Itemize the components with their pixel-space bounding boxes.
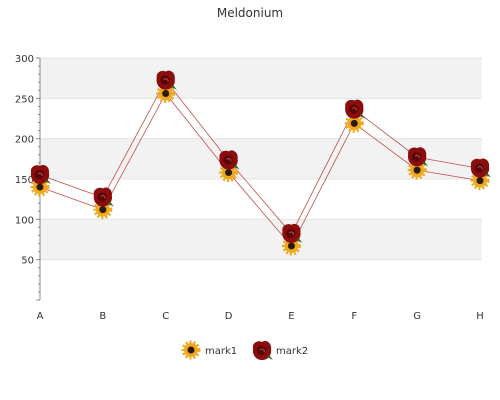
- legend-label-mark1: mark1: [205, 346, 237, 357]
- y-tick-label: 200: [15, 135, 34, 146]
- series-lines: [39, 79, 481, 247]
- data-point-mark2-D[interactable]: [218, 149, 241, 170]
- x-tick-label: B: [99, 311, 106, 322]
- data-point-mark2-C[interactable]: [156, 70, 178, 91]
- series-line-mark1: [39, 92, 481, 247]
- x-axis-ticks: A B C D E F G H: [37, 311, 484, 322]
- x-tick-label: A: [37, 311, 44, 322]
- y-axis-ticks: 50 100 150 200 250 300: [15, 54, 40, 301]
- data-point-mark2-B[interactable]: [93, 187, 115, 208]
- x-tick-label: F: [351, 311, 357, 322]
- grid-band: [40, 58, 482, 99]
- series-line-mark2: [39, 79, 481, 235]
- x-tick-label: E: [288, 311, 294, 322]
- x-tick-label: H: [476, 311, 484, 322]
- x-tick-label: D: [225, 311, 233, 322]
- y-tick-label: 50: [21, 256, 34, 267]
- legend-item-mark2[interactable]: mark2: [252, 340, 308, 361]
- y-tick-label: 100: [15, 215, 34, 226]
- legend-item-mark1[interactable]: mark1: [181, 340, 237, 360]
- sunflower-icon: [181, 340, 201, 360]
- x-tick-label: G: [413, 311, 421, 322]
- y-tick-label: 150: [15, 175, 34, 186]
- rose-icon: [252, 340, 274, 361]
- data-point-mark2-A[interactable]: [30, 164, 52, 185]
- legend: mark1 mark2: [181, 340, 308, 361]
- data-point-mark2-G[interactable]: [407, 146, 429, 167]
- y-tick-label: 250: [15, 94, 34, 105]
- chart-title: Meldonium: [217, 6, 283, 20]
- grid-band: [40, 219, 482, 260]
- data-point-mark2-E[interactable]: [281, 223, 303, 244]
- y-tick-label: 300: [15, 54, 34, 65]
- legend-label-mark2: mark2: [276, 346, 308, 357]
- data-point-mark2-F[interactable]: [344, 99, 366, 120]
- data-point-mark2-H[interactable]: [470, 157, 492, 179]
- x-tick-label: C: [162, 311, 169, 322]
